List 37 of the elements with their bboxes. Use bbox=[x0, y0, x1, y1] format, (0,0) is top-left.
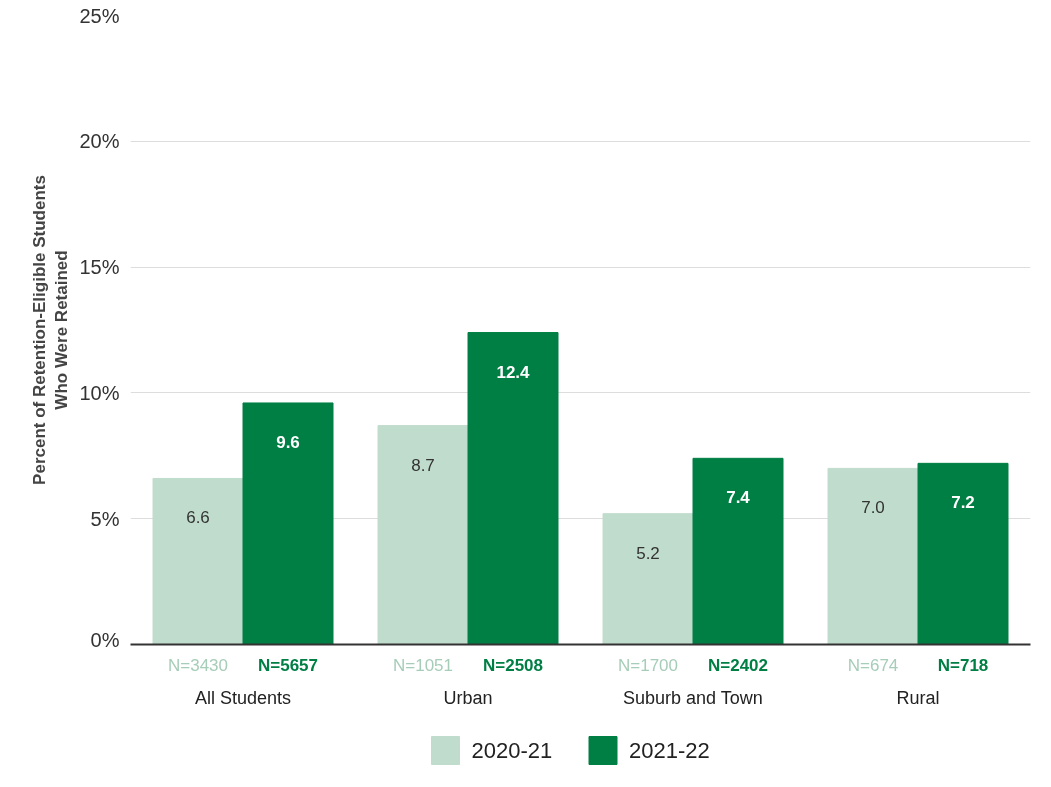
bar bbox=[917, 462, 1009, 645]
data-label: 6.6 bbox=[186, 508, 210, 528]
bar bbox=[827, 467, 919, 645]
y-tick-label: 15% bbox=[79, 256, 120, 279]
x-tick-label: All Students bbox=[194, 688, 292, 708]
text: N=2508 bbox=[482, 656, 544, 675]
legend-label: 2020-21 bbox=[471, 738, 553, 763]
text: N=1051 bbox=[392, 656, 454, 675]
data-label: 8.7 bbox=[411, 455, 435, 475]
bar bbox=[692, 457, 784, 645]
text: N=5657 bbox=[257, 656, 319, 675]
x-tick-label: Rural bbox=[896, 688, 940, 708]
text: N=718 bbox=[937, 656, 989, 675]
y-tick-label: 5% bbox=[90, 507, 120, 530]
bar bbox=[377, 425, 469, 645]
data-label: 7.4 bbox=[726, 488, 751, 508]
bar bbox=[152, 477, 244, 645]
bar bbox=[242, 402, 334, 645]
y-axis-title: Percent of Retention-Eligible Students Who Were Retained bbox=[29, 175, 72, 485]
x-tick-label: Suburb and Town bbox=[622, 688, 763, 708]
y-tick-label: 25% bbox=[79, 4, 120, 27]
bar bbox=[602, 513, 694, 645]
x-tick-label: Urban bbox=[443, 688, 493, 708]
data-label: 12.4 bbox=[496, 362, 531, 382]
data-label: 5.2 bbox=[636, 543, 660, 563]
data-label: 7.0 bbox=[861, 498, 885, 518]
data-label: 7.2 bbox=[951, 493, 975, 513]
text: N=1700 bbox=[617, 656, 679, 675]
bar bbox=[467, 332, 559, 645]
text: N=2402 bbox=[707, 656, 769, 675]
y-tick-label: 0% bbox=[90, 628, 120, 651]
text: N=674 bbox=[847, 656, 899, 675]
y-tick-label: 20% bbox=[79, 130, 120, 153]
text: N=3430 bbox=[167, 656, 229, 675]
y-tick-label: 10% bbox=[79, 381, 120, 404]
legend-label: 2021-22 bbox=[629, 738, 710, 763]
data-label: 9.6 bbox=[276, 432, 300, 452]
